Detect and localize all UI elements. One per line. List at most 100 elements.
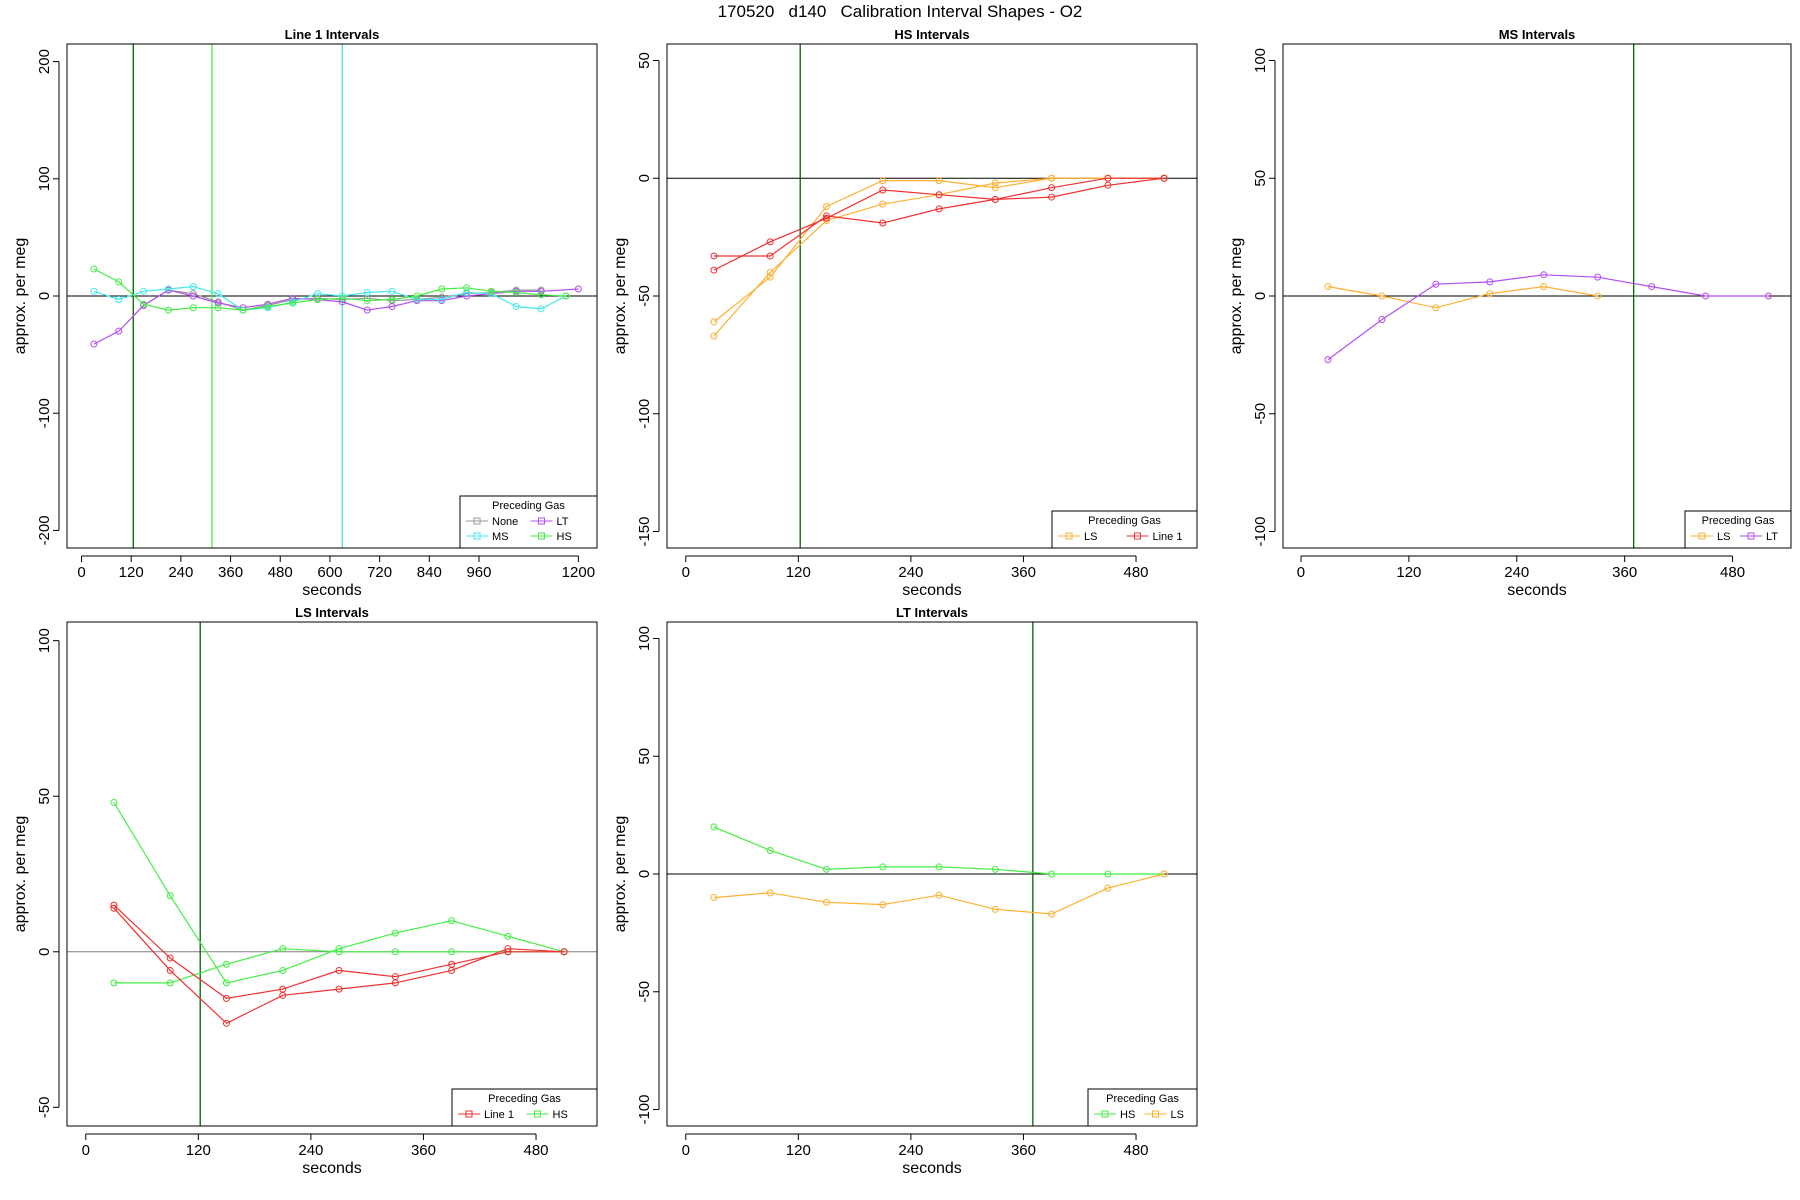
data-point: [166, 954, 174, 962]
x-tick-label: 480: [524, 1142, 549, 1159]
data-point: [1048, 870, 1056, 878]
plot-frame: [1282, 43, 1792, 549]
y-tick-label: 50: [636, 748, 653, 765]
y-tick-label: -50: [1252, 403, 1269, 425]
data-point: [140, 300, 148, 308]
data-point: [1378, 316, 1386, 324]
legend-swatch-marker: [465, 1110, 473, 1118]
legend-label: Line 1: [484, 1109, 514, 1121]
x-axis-label: seconds: [302, 1160, 362, 1177]
data-point: [512, 303, 520, 311]
y-tick-label: 0: [36, 292, 53, 300]
plot-area: [67, 622, 597, 1126]
y-axis-label: approx. per meg: [12, 238, 29, 355]
data-point: [363, 297, 371, 305]
series-line: [1327, 274, 1769, 361]
data-point: [90, 287, 98, 295]
data-point: [391, 979, 399, 987]
series-line: [93, 288, 579, 345]
legend-label: MS: [492, 531, 509, 543]
legend-swatch-marker: [1065, 532, 1073, 540]
x-axis-label: seconds: [902, 1160, 962, 1177]
data-point: [991, 179, 999, 187]
x-tick-label: 0: [682, 1142, 690, 1159]
plot-frame: [666, 43, 1198, 549]
x-tick-label: 360: [1612, 564, 1637, 581]
data-point: [991, 905, 999, 913]
x-tick-label: 600: [317, 564, 342, 581]
data-point: [363, 306, 371, 314]
legend-swatch-marker: [1747, 532, 1755, 540]
legend-title: Preceding Gas: [1702, 515, 1775, 527]
data-point: [463, 284, 471, 292]
data-point: [189, 290, 197, 298]
legend-label: HS: [1120, 1109, 1135, 1121]
series-line: [113, 948, 565, 984]
y-tick-label: -100: [636, 399, 653, 429]
data-point: [222, 979, 230, 987]
data-point: [110, 798, 118, 806]
data-point: [189, 304, 197, 312]
data-point: [164, 285, 172, 293]
x-tick-label: 0: [1297, 564, 1305, 581]
data-point: [1486, 290, 1494, 298]
data-point: [110, 979, 118, 987]
data-point: [1540, 271, 1548, 279]
legend-swatch-marker: [1698, 532, 1706, 540]
data-point: [1702, 292, 1710, 300]
data-point: [1104, 181, 1112, 189]
y-tick-label: -50: [36, 1096, 53, 1118]
data-point: [504, 932, 512, 940]
data-point: [1104, 870, 1112, 878]
data-point: [766, 889, 774, 897]
x-tick-label: 240: [1504, 564, 1529, 581]
data-point: [1486, 278, 1494, 286]
data-point: [879, 219, 887, 227]
data-point: [487, 290, 495, 298]
x-tick-label: 120: [186, 1142, 211, 1159]
page-title: 170520 d140 Calibration Interval Shapes …: [717, 2, 1083, 21]
y-tick-label: 0: [636, 174, 653, 182]
series-line: [113, 907, 565, 1025]
data-point: [991, 865, 999, 873]
data-point: [710, 894, 718, 902]
data-point: [189, 283, 197, 291]
line1-intervals-panel: Line 1 Intervals 0 120 240 360 480 600 720 840 96…: [12, 27, 598, 599]
data-point: [448, 966, 456, 974]
data-point: [115, 278, 123, 286]
legend-swatch-marker: [473, 532, 481, 540]
data-point: [766, 268, 774, 276]
data-point: [90, 340, 98, 348]
data-point: [222, 1019, 230, 1027]
y-axis-label: approx. per meg: [1228, 238, 1245, 355]
x-tick-label: 360: [218, 564, 243, 581]
x-tick-label: 360: [1011, 564, 1036, 581]
panel-title: LT Intervals: [896, 605, 968, 620]
data-point: [1104, 884, 1112, 892]
data-point: [560, 948, 568, 956]
y-tick-label: 100: [636, 626, 653, 651]
legend-swatch-marker: [538, 517, 545, 525]
data-point: [935, 177, 943, 185]
y-tick-label: 200: [36, 49, 53, 74]
legend-label: LT: [1766, 531, 1778, 543]
x-tick-label: 480: [1720, 564, 1745, 581]
data-point: [448, 948, 456, 956]
legend-box: [1684, 510, 1792, 549]
data-point: [1160, 870, 1168, 878]
data-point: [710, 252, 718, 260]
data-point: [166, 966, 174, 974]
y-tick-label: 100: [36, 166, 53, 191]
data-point: [338, 292, 346, 300]
data-point: [1048, 174, 1056, 182]
x-tick-label: 120: [1396, 564, 1421, 581]
data-point: [463, 288, 471, 296]
plot-frame: [666, 621, 1198, 1127]
legend-label: HS: [557, 531, 572, 543]
x-tick-label: 720: [367, 564, 392, 581]
hs-intervals-panel: HS Intervals 0 120 240 360 480 seconds -150 -100…: [612, 27, 1198, 599]
data-point: [335, 948, 343, 956]
legend-swatch-marker: [1101, 1110, 1109, 1118]
legend-swatch-marker: [538, 532, 545, 540]
data-point: [189, 292, 197, 300]
